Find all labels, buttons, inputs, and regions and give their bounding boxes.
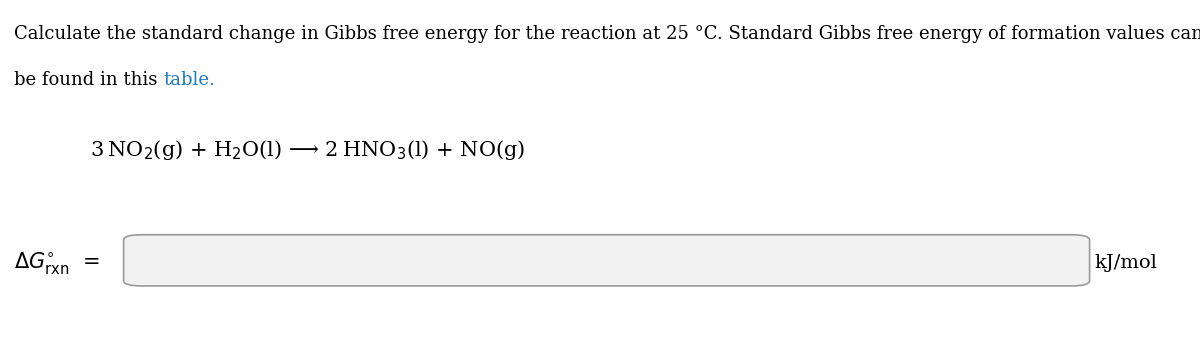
Text: $\Delta G^{\circ}_{\mathrm{rxn}}$  =: $\Delta G^{\circ}_{\mathrm{rxn}}$ = — [14, 250, 100, 276]
Text: Calculate the standard change in Gibbs free energy for the reaction at 25 °C. St: Calculate the standard change in Gibbs f… — [14, 25, 1200, 43]
Text: be found in this: be found in this — [14, 71, 163, 89]
Text: kJ/mol: kJ/mol — [1094, 254, 1157, 272]
Text: table.: table. — [163, 71, 216, 89]
Text: 3 NO$_2$(g) + H$_2$O(l) ⟶ 2 HNO$_3$(l) + NO(g): 3 NO$_2$(g) + H$_2$O(l) ⟶ 2 HNO$_3$(l) +… — [90, 138, 526, 162]
FancyBboxPatch shape — [124, 235, 1090, 286]
